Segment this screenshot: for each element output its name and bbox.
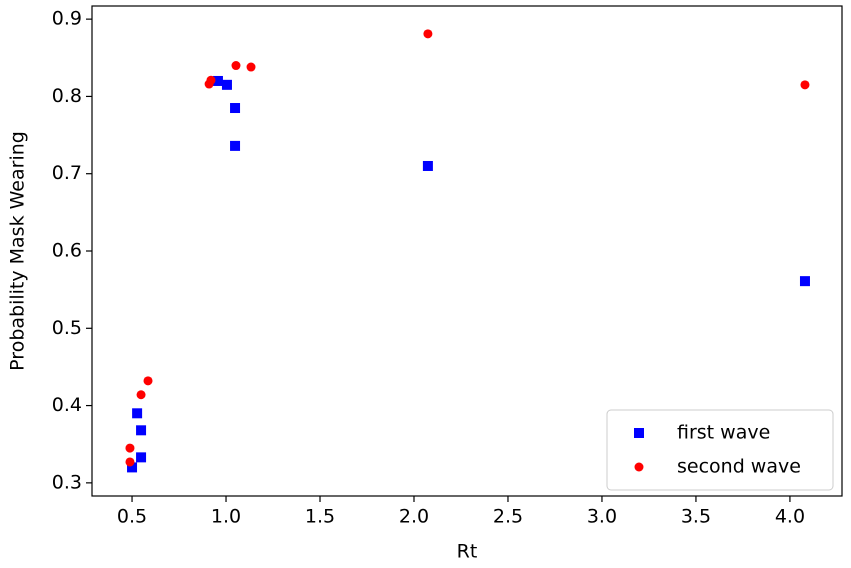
point	[799, 276, 810, 287]
point	[221, 79, 232, 90]
legend-label: second wave	[677, 456, 801, 478]
x-tick-label: 2.5	[493, 506, 523, 528]
x-tick-label: 1.5	[305, 506, 335, 528]
point	[132, 408, 143, 419]
point	[422, 160, 433, 171]
point	[143, 376, 153, 386]
plot-frame	[91, 5, 843, 497]
y-tick-label: 0.4	[52, 394, 82, 416]
point	[231, 61, 241, 71]
point	[212, 75, 223, 86]
point	[136, 452, 147, 463]
point	[127, 462, 138, 473]
point	[125, 457, 135, 467]
x-tick-label: 0.5	[117, 506, 147, 528]
y-tick-label: 0.9	[52, 8, 82, 30]
y-tick-label: 0.7	[52, 162, 82, 184]
y-tick-label: 0.3	[52, 471, 82, 493]
point	[230, 140, 241, 151]
x-tick-label: 3.0	[587, 506, 617, 528]
legend-box	[606, 409, 834, 491]
point	[136, 390, 146, 400]
y-tick-label: 0.6	[52, 240, 82, 262]
legend-label: first wave	[677, 422, 770, 444]
x-tick-label: 1.0	[211, 506, 241, 528]
point	[800, 80, 810, 90]
x-tick-label: 2.0	[399, 506, 429, 528]
x-tick-label: 4.0	[775, 506, 805, 528]
x-tick-label: 3.5	[681, 506, 711, 528]
x-axis-label: Rt	[457, 541, 478, 563]
point	[125, 443, 135, 453]
y-tick-label: 0.8	[52, 85, 82, 107]
point	[423, 29, 433, 39]
y-axis-label: Probability Mask Wearing	[7, 131, 29, 371]
point	[230, 103, 241, 114]
y-tick-label: 0.5	[52, 317, 82, 339]
point	[246, 62, 256, 72]
legend-marker	[634, 428, 644, 438]
point	[136, 425, 147, 436]
point	[206, 75, 216, 85]
legend-marker	[634, 462, 644, 472]
